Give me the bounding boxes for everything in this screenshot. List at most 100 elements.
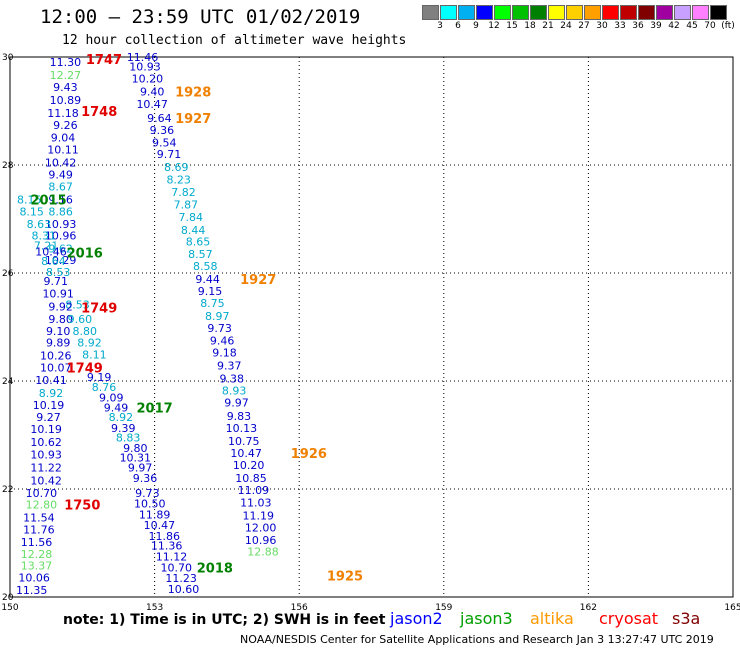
pass-time-label: 1926 [291, 447, 327, 462]
wave-height-value: 11.56 [21, 536, 53, 549]
wave-height-value: 7.87 [174, 198, 199, 211]
wave-height-value: 10.47 [136, 98, 168, 111]
wave-height-value: 9.04 [51, 131, 76, 144]
wave-height-value: 8.76 [92, 381, 117, 394]
page-title: 12:00 — 23:59 UTC 01/02/2019 [40, 6, 361, 28]
wave-height-value: 10.93 [45, 218, 77, 231]
wave-height-value: 9.39 [111, 422, 136, 435]
wave-height-value: 9.27 [36, 411, 61, 424]
wave-height-value: 11.89 [139, 508, 171, 521]
wave-height-value: 8.92 [77, 337, 102, 350]
wave-height-value: 10.91 [42, 288, 74, 301]
legend-label: 6 [455, 21, 461, 31]
wave-height-value: 9.73 [207, 322, 232, 335]
wave-height-value: 10.70 [26, 487, 58, 500]
legend-swatch [674, 5, 691, 20]
pass-time-label: 1928 [175, 86, 211, 101]
wave-height-value: 9.73 [135, 487, 160, 500]
pass-time-label: 1927 [175, 112, 211, 127]
legend-swatch [548, 5, 565, 20]
legend-label: 42 [668, 21, 680, 31]
wave-height-value: 9.16 [48, 194, 73, 207]
wave-height-value: 9.60 [68, 313, 93, 326]
page-subtitle: 12 hour collection of altimeter wave hei… [62, 33, 407, 48]
wave-height-value: 9.44 [195, 273, 220, 286]
wave-height-value: 9.83 [227, 410, 252, 423]
wave-height-value: 9.43 [53, 81, 78, 94]
wave-height-value: 10.62 [30, 436, 62, 449]
wave-height-value: 10.19 [33, 399, 65, 412]
wave-height-value: 8.69 [164, 161, 189, 174]
wave-height-value: 10.96 [45, 230, 77, 243]
legend-label: 21 [542, 21, 554, 31]
wave-height-value: 11.46 [127, 51, 159, 64]
legend-label: 18 [524, 21, 536, 31]
wave-height-value: 9.97 [128, 461, 153, 474]
longitude-tick-label: 165 [724, 603, 740, 613]
wave-height-value: 7.82 [171, 186, 196, 199]
wave-height-value: 9.62 [48, 243, 73, 256]
wave-height-value: 8.31 [31, 230, 56, 243]
wave-height-value: 9.26 [53, 119, 78, 132]
wave-height-value: 9.49 [104, 401, 129, 414]
wave-height-value: 11.86 [148, 530, 180, 543]
wave-height-value: 13.37 [21, 560, 53, 573]
satellite-label-jason3: jason3 [460, 609, 513, 628]
wave-height-value: 8.80 [72, 325, 97, 338]
footer-credit: NOAA/NESDIS Center for Satellite Applica… [240, 633, 714, 646]
wave-height-value: 10.26 [40, 350, 72, 363]
wave-height-value: 8.11 [82, 349, 107, 362]
wave-height-value: 11.03 [240, 497, 272, 510]
wave-height-value: 10.42 [30, 474, 62, 487]
wave-height-value: 10.13 [226, 422, 258, 435]
wave-height-value: 8.23 [166, 174, 191, 187]
wave-height-value: 8.86 [48, 205, 73, 218]
legend-unit: (ft) [721, 21, 735, 31]
wave-height-value: 11.76 [23, 524, 55, 537]
wave-height-value: 8.63 [27, 218, 52, 231]
legend-swatch [440, 5, 457, 20]
wave-height-value: 9.09 [99, 392, 124, 405]
wave-height-value: 12.00 [245, 521, 277, 534]
wave-height-value: 10.20 [132, 73, 164, 86]
legend-swatch [584, 5, 601, 20]
wave-height-value: 8.67 [48, 181, 73, 194]
wave-height-value: 9.10 [46, 325, 71, 338]
satellite-label-s3a: s3a [672, 609, 701, 628]
legend-label: 12 [488, 21, 500, 31]
legend-swatch [494, 5, 511, 20]
legend-swatch [602, 5, 619, 20]
wave-height-value: 8.58 [193, 260, 218, 273]
wave-height-value: 11.23 [165, 572, 197, 585]
wave-height-value: 10.47 [144, 519, 176, 532]
wave-height-value: 12.27 [50, 69, 82, 82]
latitude-tick-label: 20 [2, 593, 14, 603]
wave-height-value: 12.88 [247, 546, 279, 559]
wave-height-value: 11.35 [16, 584, 48, 597]
longitude-tick-label: 153 [146, 603, 163, 613]
wave-height-value: 9.38 [219, 372, 244, 385]
wave-height-value: 9.19 [87, 371, 112, 384]
wave-height-value: 10.89 [50, 94, 82, 107]
latitude-tick-label: 28 [2, 161, 14, 171]
wave-height-value: 8.92 [39, 387, 64, 400]
legend-label: 3 [437, 21, 443, 31]
wave-height-value: 9.71 [157, 148, 182, 161]
map-frame [9, 56, 734, 598]
wave-height-value: 10.42 [45, 156, 77, 169]
legend-label: 27 [578, 21, 590, 31]
wave-height-value: 12.80 [26, 499, 58, 512]
wave-height-value: 10.93 [129, 61, 161, 74]
color-scale-legend [422, 5, 728, 20]
wave-height-value: 11.30 [50, 56, 82, 69]
wave-height-value: 10.20 [233, 459, 265, 472]
legend-swatch [476, 5, 493, 20]
wave-height-value: 9.36 [150, 124, 175, 137]
wave-height-value: 10.50 [134, 498, 166, 511]
wave-height-value: 10.19 [30, 423, 62, 436]
wave-height-value: 8.53 [46, 266, 71, 279]
wave-height-value: 10.11 [47, 143, 79, 156]
wave-height-value: 11.12 [156, 551, 188, 564]
pass-time-label: 2018 [197, 561, 233, 576]
satellite-label-cryosat: cryosat [599, 609, 659, 628]
